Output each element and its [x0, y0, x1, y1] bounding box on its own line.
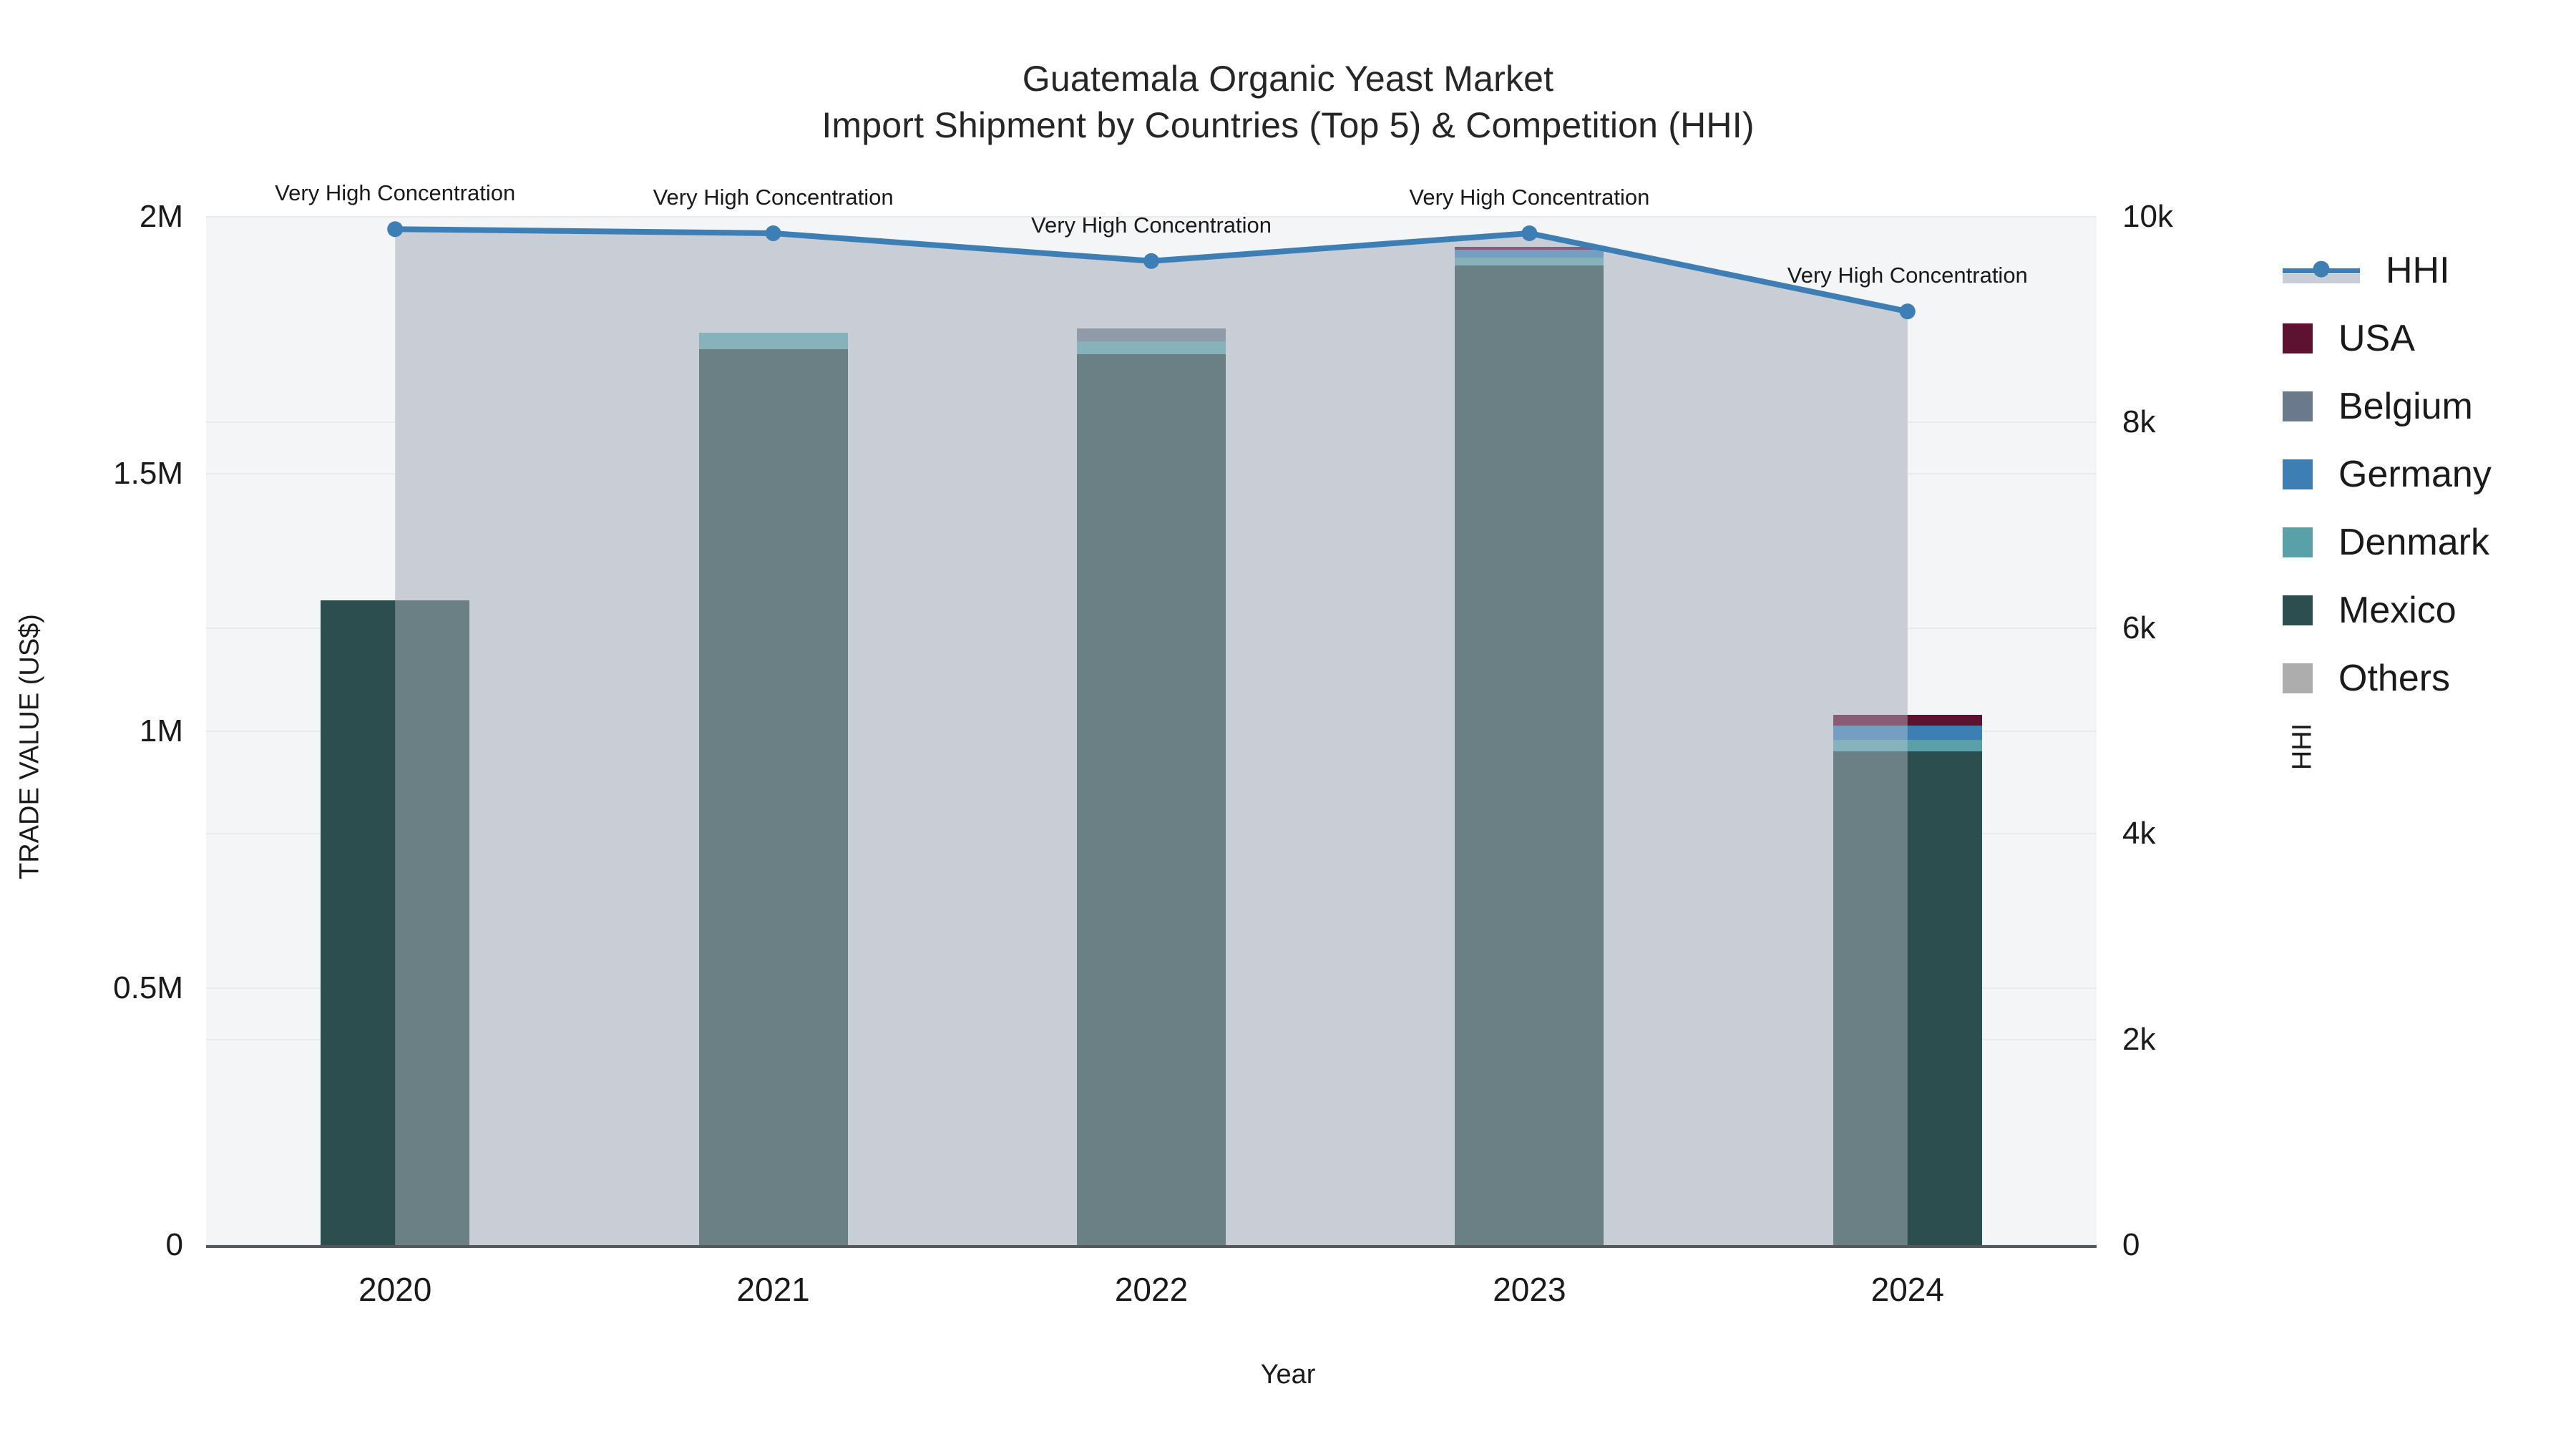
bar-segment-mexico[interactable]	[321, 600, 470, 1245]
y-tick-right-1: 2k	[2122, 1021, 2156, 1057]
plot-area: Very High Concentration Very High Concent…	[206, 180, 2097, 1246]
bar-2024[interactable]	[1833, 217, 1982, 1245]
legend-swatch-germany	[2283, 459, 2313, 489]
hhi-marker-2022	[1143, 253, 1159, 269]
bar-2023[interactable]	[1455, 217, 1604, 1245]
chart-title-line-2: Import Shipment by Countries (Top 5) & C…	[821, 105, 1755, 145]
bar-segment-usa[interactable]	[1455, 247, 1604, 250]
legend-swatch-usa	[2283, 323, 2313, 353]
legend-swatch-mexico	[2283, 595, 2313, 625]
legend-swatch-denmark	[2283, 527, 2313, 557]
y-tick-left-4: 2M	[139, 199, 183, 234]
legend-label-mexico: Mexico	[2338, 589, 2457, 631]
legend-line-icon	[2283, 255, 2360, 286]
bar-segment-denmark[interactable]	[1455, 258, 1604, 266]
y-tick-left-3: 1.5M	[113, 456, 183, 492]
legend-swatch-belgium	[2283, 391, 2313, 421]
y-tick-right-4: 8k	[2122, 404, 2156, 440]
legend-label-others: Others	[2338, 657, 2451, 699]
legend-label-usa: USA	[2338, 317, 2415, 359]
hhi-marker-2024	[1899, 303, 1916, 320]
chart-title-line-1: Guatemala Organic Yeast Market	[1022, 59, 1554, 99]
legend-item-usa[interactable]: USA	[2283, 304, 2492, 372]
annotation-2020: Very High Concentration	[275, 180, 516, 206]
bar-2021[interactable]	[698, 217, 848, 1245]
legend-item-germany[interactable]: Germany	[2283, 440, 2492, 508]
legend-item-mexico[interactable]: Mexico	[2283, 576, 2492, 644]
y-tick-left-0: 0	[165, 1227, 183, 1262]
legend-item-denmark[interactable]: Denmark	[2283, 508, 2492, 576]
bar-segment-denmark[interactable]	[698, 332, 848, 350]
bar-segment-germany[interactable]	[1455, 249, 1604, 258]
bar-2020[interactable]	[321, 217, 470, 1245]
y-tick-right-2: 4k	[2122, 816, 2156, 852]
x-tick-2023: 2023	[1493, 1271, 1566, 1308]
hhi-marker-2021	[765, 225, 781, 241]
chart-title: Guatemala Organic Yeast Market Import Sh…	[0, 56, 2576, 149]
hhi-marker-2020	[387, 221, 404, 238]
gridline	[206, 216, 2097, 218]
y-axis-left-title: TRADE VALUE (US$)	[14, 614, 45, 879]
bar-segment-germany[interactable]	[1833, 726, 1982, 741]
legend-label-belgium: Belgium	[2338, 385, 2473, 427]
y-tick-left-2: 1M	[139, 713, 183, 748]
x-axis-title: Year	[1260, 1360, 1316, 1390]
bar-segment-belgium[interactable]	[1077, 328, 1226, 341]
x-tick-2021: 2021	[736, 1271, 810, 1308]
x-tick-2022: 2022	[1114, 1271, 1189, 1308]
legend-label-denmark: Denmark	[2338, 521, 2489, 563]
bar-segment-mexico[interactable]	[698, 349, 848, 1245]
y-tick-right-5: 10k	[2122, 199, 2173, 234]
legend-label-germany: Germany	[2338, 453, 2492, 495]
bar-segment-denmark[interactable]	[1833, 740, 1982, 752]
hhi-marker-2023	[1521, 225, 1538, 241]
bar-segment-mexico[interactable]	[1077, 353, 1226, 1245]
annotation-2022: Very High Concentration	[1030, 212, 1272, 238]
legend-label-hhi: HHI	[2386, 249, 2450, 291]
legend: HHI USA Belgium Germany Denmark Mexico Others	[2283, 236, 2492, 712]
legend-item-others[interactable]: Others	[2283, 644, 2492, 712]
bar-segment-mexico[interactable]	[1455, 265, 1604, 1245]
bar-2022[interactable]	[1077, 217, 1226, 1245]
hhi-line-series	[387, 221, 1916, 320]
y-tick-right-0: 0	[2122, 1227, 2140, 1262]
legend-item-hhi[interactable]: HHI	[2283, 236, 2492, 304]
bar-segment-usa[interactable]	[1833, 714, 1982, 726]
annotation-2023: Very High Concentration	[1409, 185, 1650, 210]
y-tick-left-1: 0.5M	[113, 970, 183, 1005]
legend-item-belgium[interactable]: Belgium	[2283, 372, 2492, 440]
legend-swatch-others	[2283, 663, 2313, 693]
x-tick-2024: 2024	[1870, 1271, 1944, 1308]
bar-segment-denmark[interactable]	[1077, 341, 1226, 354]
y-tick-right-3: 6k	[2122, 610, 2156, 645]
annotation-2021: Very High Concentration	[653, 185, 894, 210]
annotation-2024: Very High Concentration	[1787, 263, 2028, 288]
bar-segment-mexico[interactable]	[1833, 751, 1982, 1245]
x-axis-line	[206, 1245, 2097, 1248]
hhi-line	[392, 226, 1911, 315]
x-tick-2020: 2020	[358, 1271, 432, 1308]
